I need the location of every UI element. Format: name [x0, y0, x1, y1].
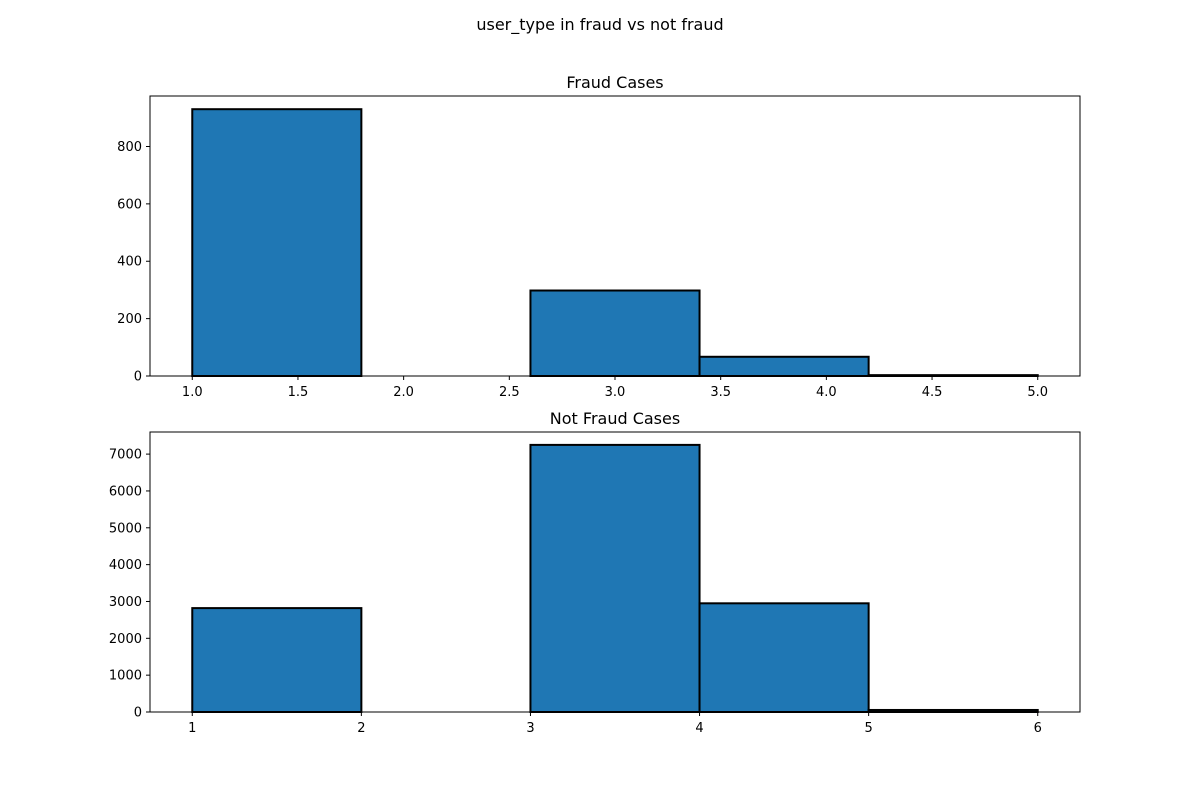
not-fraud-cases-y-tick-label: 0 [134, 706, 142, 721]
not-fraud-cases-y-tick-label: 7000 [109, 448, 142, 463]
fraud-cases-y-tick-label: 800 [117, 140, 142, 155]
not-fraud-cases-bar-3 [529, 443, 701, 713]
fraud-cases-y-tick-label: 200 [117, 312, 142, 327]
fraud-cases-x-tick-label: 3.5 [710, 385, 731, 400]
not-fraud-cases-y-tick-label: 1000 [109, 669, 142, 684]
not-fraud-cases-x-tick-label: 4 [695, 721, 703, 736]
fraud-cases-bar-1 [191, 108, 363, 378]
fraud-cases-y-tick-label: 0 [134, 370, 142, 385]
fraud-cases-y-tick-label: 400 [117, 255, 142, 270]
fraud-cases-x-tick-label: 1.0 [182, 385, 203, 400]
not-fraud-cases-x-tick-label: 2 [357, 721, 365, 736]
fraud-cases-bars [191, 108, 1039, 378]
fraud-cases-bar-3 [529, 289, 701, 378]
not-fraud-cases-x-tick-label: 6 [1034, 721, 1042, 736]
fraud-cases-x-tick-label: 4.0 [816, 385, 837, 400]
not-fraud-cases-y-tick-label: 2000 [109, 632, 142, 647]
fraud-cases-bar-4 [698, 355, 870, 377]
not-fraud-cases-x-axis: 1 2 3 4 5 6 [188, 712, 1042, 736]
fraud-cases-title: Fraud Cases [566, 73, 663, 92]
not-fraud-cases-bars [191, 443, 1039, 714]
not-fraud-cases-plot-frame [149, 431, 1081, 713]
fraud-cases-x-tick-label: 4.5 [922, 385, 943, 400]
not-fraud-cases-y-tick-label: 5000 [109, 521, 142, 536]
not-fraud-cases-y-tick-label: 3000 [109, 595, 142, 610]
not-fraud-cases-y-tick-label: 6000 [109, 484, 142, 499]
fraud-cases-x-tick-label: 5.0 [1027, 385, 1048, 400]
fraud-cases-y-axis: 0 200 400 600 800 [117, 140, 150, 385]
not-fraud-cases-bar-1 [191, 607, 363, 714]
fraud-cases-x-tick-label: 1.5 [288, 385, 309, 400]
fraud-cases-subplot: Fraud Cases 1.0 1.5 2.0 2.5 3.0 3.5 4.0 4.5 5.0 … [117, 73, 1081, 400]
not-fraud-cases-y-axis: 0 1000 2000 3000 4000 5000 6000 7000 [109, 448, 150, 721]
fraud-cases-x-tick-label: 2.0 [393, 385, 414, 400]
fraud-cases-y-tick-label: 600 [117, 197, 142, 212]
not-fraud-cases-bar-4 [698, 602, 870, 714]
fraud-cases-x-tick-label: 3.0 [605, 385, 626, 400]
fraud-cases-x-axis: 1.0 1.5 2.0 2.5 3.0 3.5 4.0 4.5 5.0 [182, 376, 1048, 400]
not-fraud-cases-subplot: Not Fraud Cases 1 2 3 4 5 6 0 1000 2000 3000 4000… [109, 409, 1081, 736]
not-fraud-cases-title: Not Fraud Cases [550, 409, 680, 428]
not-fraud-cases-y-tick-label: 4000 [109, 558, 142, 573]
not-fraud-cases-x-tick-label: 3 [526, 721, 534, 736]
figure-suptitle: user_type in fraud vs not fraud [476, 15, 723, 35]
not-fraud-cases-x-tick-label: 5 [864, 721, 872, 736]
not-fraud-cases-x-tick-label: 1 [188, 721, 196, 736]
fraud-cases-x-tick-label: 2.5 [499, 385, 520, 400]
